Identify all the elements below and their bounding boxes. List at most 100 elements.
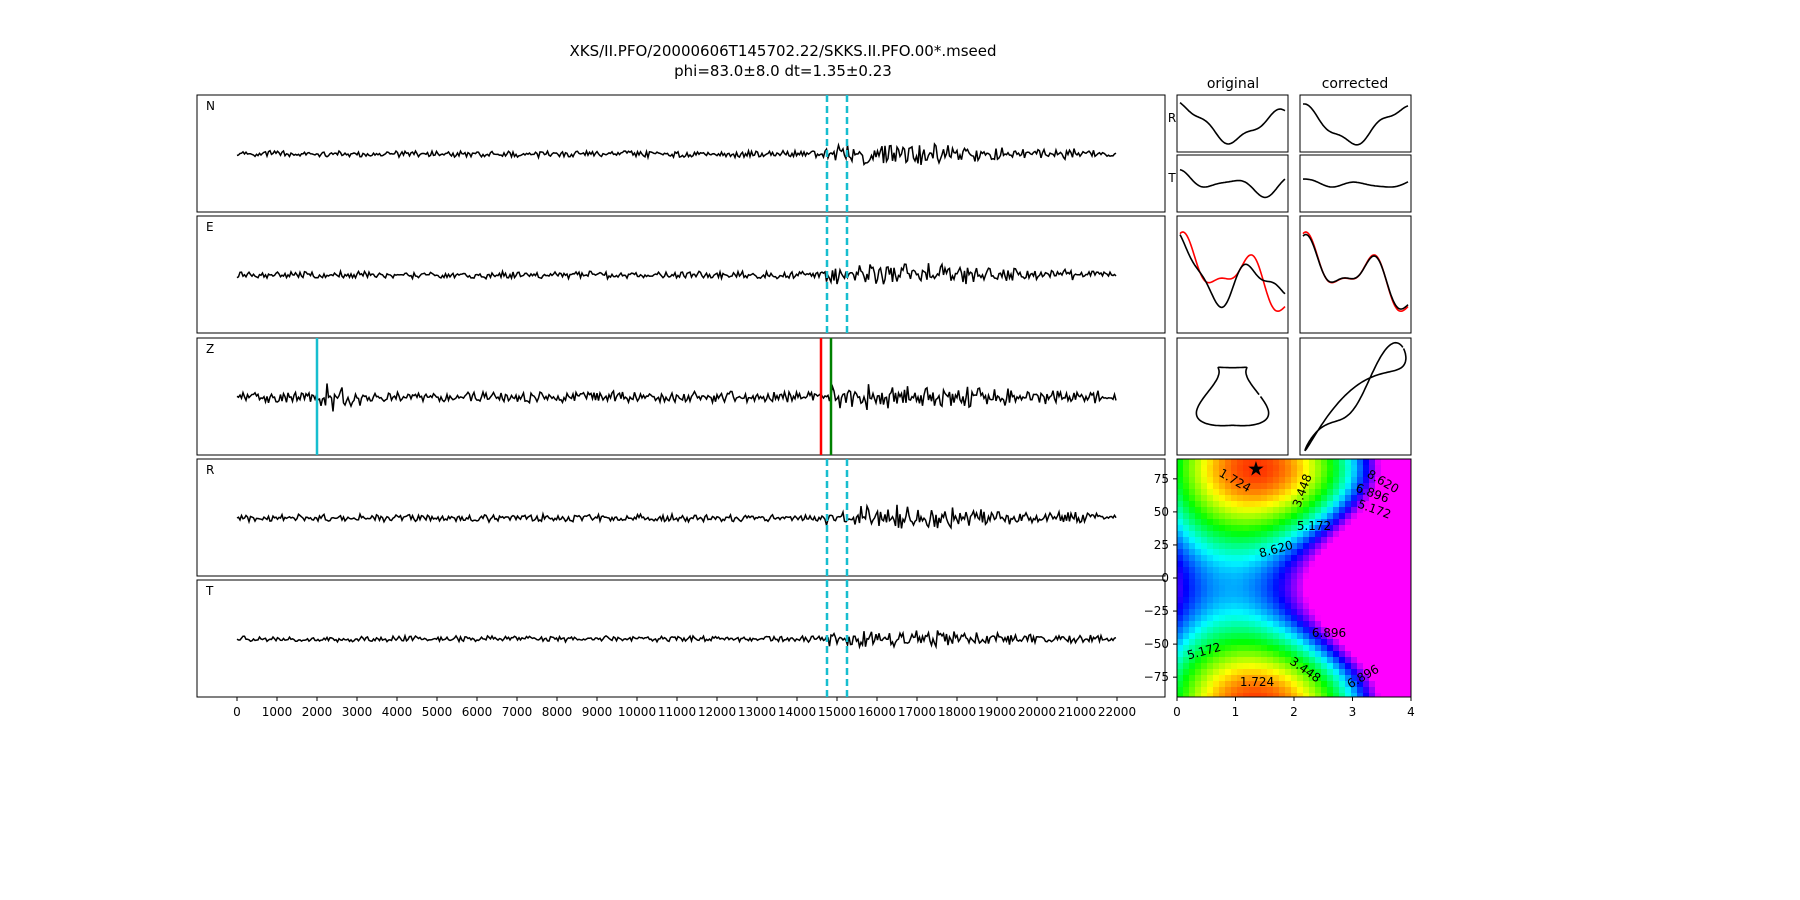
surface-cell (1357, 651, 1364, 658)
surface-cell (1363, 597, 1370, 604)
surface-cell (1213, 471, 1220, 478)
surface-cell (1237, 519, 1244, 526)
surface-cell (1315, 657, 1322, 664)
surface-cell (1309, 669, 1316, 676)
surface-cell (1327, 459, 1334, 466)
surface-cell (1297, 627, 1304, 634)
surface-cell (1273, 543, 1280, 550)
surface-cell (1381, 675, 1388, 682)
surface-cell (1213, 513, 1220, 520)
surface-cell (1327, 561, 1334, 568)
surface-cell (1291, 567, 1298, 574)
surface-cell (1393, 465, 1400, 472)
surface-cell (1249, 633, 1256, 640)
particle-motion-panels (1176, 94, 1412, 456)
surface-cell (1399, 681, 1406, 688)
surface-cell (1219, 657, 1226, 664)
surface-cell (1321, 465, 1328, 472)
surface-cell (1255, 633, 1262, 640)
surface-cell (1243, 597, 1250, 604)
surface-cell (1285, 675, 1292, 682)
surface-cell (1339, 555, 1346, 562)
surface-cell (1237, 465, 1244, 472)
surface-cell (1213, 591, 1220, 598)
surface-cell (1309, 693, 1316, 698)
surface-cell (1297, 549, 1304, 556)
surface-cell (1285, 621, 1292, 628)
surface-cell (1201, 543, 1208, 550)
surface-cell (1225, 639, 1232, 646)
panel-frame (1299, 94, 1412, 153)
surface-cell (1255, 525, 1262, 532)
column-title-original: original (1207, 76, 1259, 92)
surface-cell (1249, 495, 1256, 502)
surface-cell (1303, 603, 1310, 610)
surface-cell (1183, 603, 1190, 610)
surface-cell (1279, 507, 1286, 514)
surface-cell (1321, 471, 1328, 478)
surface-cell (1195, 663, 1202, 670)
surface-cell (1369, 513, 1376, 520)
surface-cell (1273, 645, 1280, 652)
surface-cell (1387, 525, 1394, 532)
surface-cell (1387, 477, 1394, 484)
slow-component-line (1179, 234, 1286, 309)
surface-cell (1261, 513, 1268, 520)
surface-cell (1189, 645, 1196, 652)
surface-cell (1357, 477, 1364, 484)
surface-cell (1381, 489, 1388, 496)
surface-cell (1405, 561, 1412, 568)
surface-cell (1387, 591, 1394, 598)
surface-cell (1351, 591, 1358, 598)
surface-cell (1243, 675, 1250, 682)
surface-cell (1297, 477, 1304, 484)
surface-cell (1357, 489, 1364, 496)
surface-cell (1195, 477, 1202, 484)
surface-cell (1183, 663, 1190, 670)
surface-cell (1393, 585, 1400, 592)
surface-cell (1183, 507, 1190, 514)
surface-cell (1321, 597, 1328, 604)
surface-cell (1387, 513, 1394, 520)
surface-cell (1327, 579, 1334, 586)
surface-cell (1375, 609, 1382, 616)
x-tick-label: 14000 (778, 705, 816, 719)
surface-cell (1213, 669, 1220, 676)
surface-cell (1213, 495, 1220, 502)
surface-cell (1405, 645, 1412, 652)
surface-cell (1375, 531, 1382, 538)
surface-cell (1183, 687, 1190, 694)
surface-cell (1297, 603, 1304, 610)
surface-cell (1261, 519, 1268, 526)
surface-cell (1393, 651, 1400, 658)
surface-cell (1183, 459, 1190, 466)
surface-cell (1303, 507, 1310, 514)
surface-cell (1207, 477, 1214, 484)
surface-cell (1237, 621, 1244, 628)
surface-cell (1213, 597, 1220, 604)
surface-cell (1327, 681, 1334, 688)
trace-line (236, 383, 1117, 412)
surface-cell (1219, 681, 1226, 688)
surface-cell (1363, 567, 1370, 574)
surface-cell (1267, 585, 1274, 592)
surface-cell (1219, 591, 1226, 598)
surface-cell (1345, 465, 1352, 472)
surface-cell (1267, 693, 1274, 698)
surface-cell (1315, 537, 1322, 544)
surface-cell (1213, 693, 1220, 698)
surface-cell (1405, 651, 1412, 658)
surface-cell (1201, 615, 1208, 622)
surface-cell (1399, 459, 1406, 466)
surface-cell (1345, 501, 1352, 508)
surface-cell (1285, 525, 1292, 532)
surface-cell (1351, 603, 1358, 610)
surface-cell (1291, 465, 1298, 472)
surface-cell (1321, 573, 1328, 580)
surface-cell (1225, 633, 1232, 640)
surface-cell (1279, 483, 1286, 490)
surface-cell (1285, 477, 1292, 484)
surface-cell (1231, 465, 1238, 472)
surface-cell (1375, 513, 1382, 520)
surface-cell (1261, 477, 1268, 484)
